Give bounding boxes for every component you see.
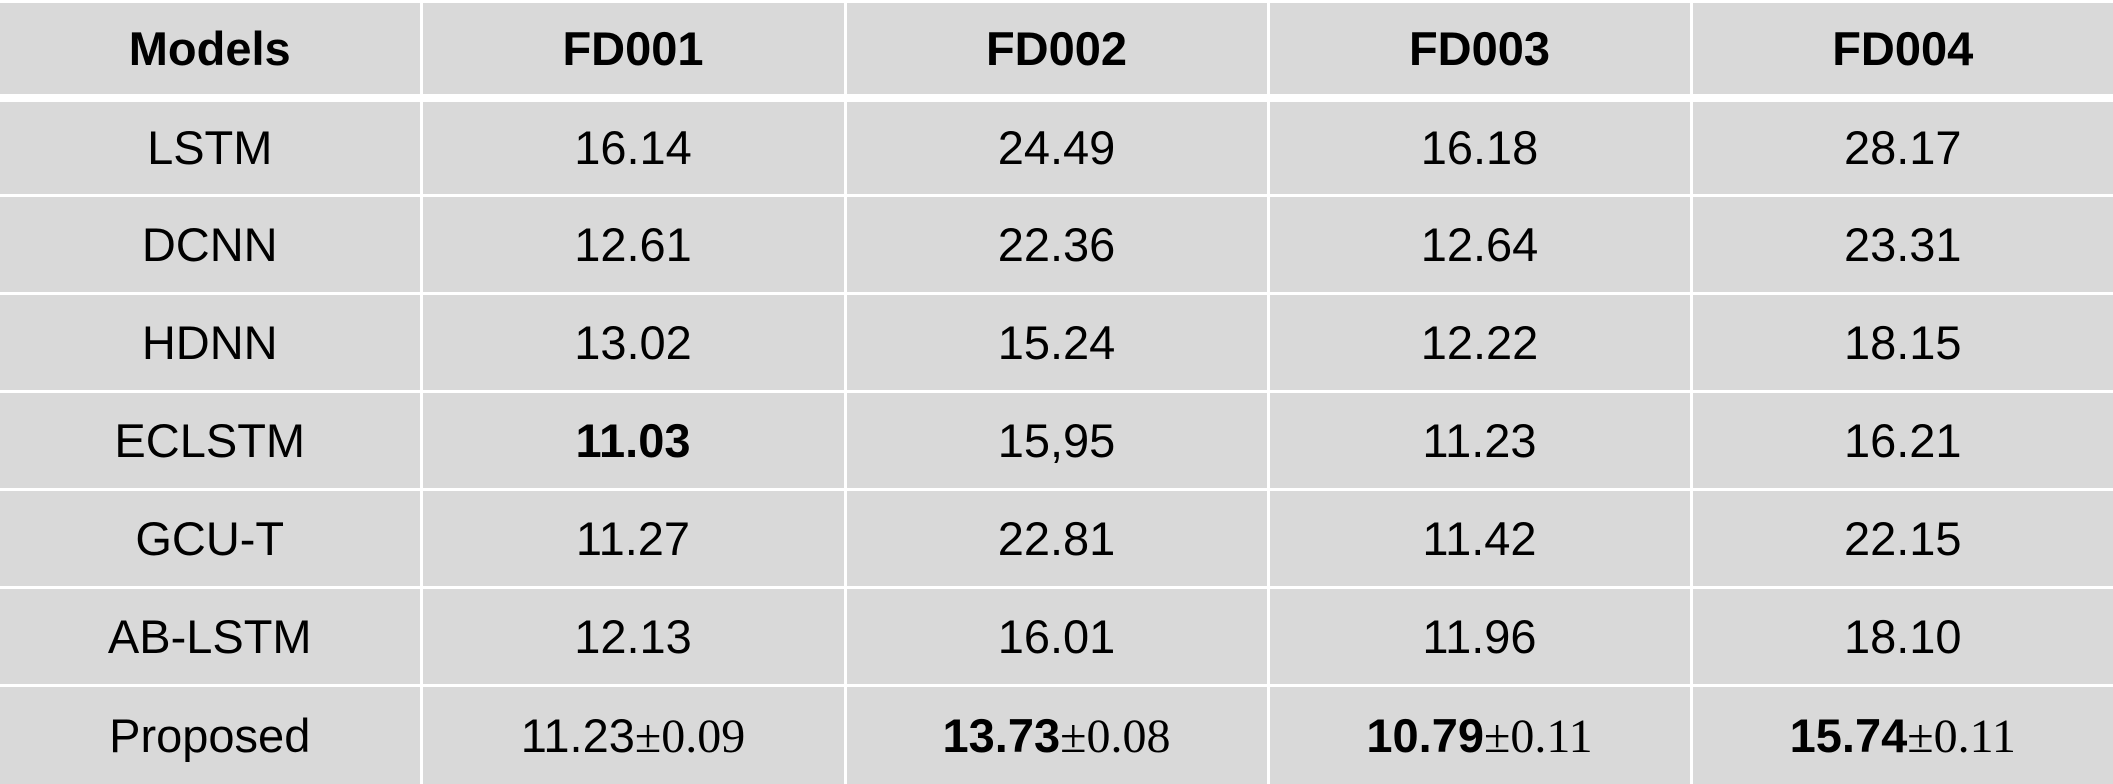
std-value: ±0.09 xyxy=(634,709,746,763)
value-cell: 13.73±0.08 xyxy=(843,684,1270,784)
value-cell: 22.81 xyxy=(843,488,1270,590)
model-name: AB-LSTM xyxy=(0,586,423,688)
value-cell: 12.13 xyxy=(419,586,847,688)
std-value: ±0.08 xyxy=(1060,709,1171,763)
value-cell: 18.15 xyxy=(1689,292,2113,394)
mean-value-best: 10.79 xyxy=(1366,708,1485,762)
value-cell: 22.36 xyxy=(843,194,1270,296)
header-row: Models FD001 FD002 FD003 FD004 xyxy=(0,0,2113,102)
table-row: AB-LSTM 12.13 16.01 11.96 18.10 xyxy=(0,586,2113,688)
model-name: LSTM xyxy=(0,95,423,198)
table-row: LSTM 16.14 24.49 16.18 28.17 xyxy=(0,95,2113,198)
model-name: DCNN xyxy=(0,194,423,296)
value-cell: 12.64 xyxy=(1266,194,1693,296)
value-cell: 28.17 xyxy=(1689,95,2113,198)
value-cell: 11.42 xyxy=(1266,488,1693,590)
value-cell: 11.23±0.09 xyxy=(419,684,847,784)
mean-value-best: 13.73 xyxy=(942,708,1061,762)
header-fd002: FD002 xyxy=(843,0,1270,102)
model-name: HDNN xyxy=(0,292,423,394)
model-name: GCU-T xyxy=(0,488,423,590)
value-cell: 16.21 xyxy=(1689,390,2113,492)
proposed-row: Proposed 11.23±0.09 13.73±0.08 10.79±0.1… xyxy=(0,684,2113,784)
value-cell: 10.79±0.11 xyxy=(1266,684,1693,784)
value-cell: 12.22 xyxy=(1266,292,1693,394)
value-cell: 11.96 xyxy=(1266,586,1693,688)
value-cell: 15,95 xyxy=(843,390,1270,492)
header-fd001: FD001 xyxy=(419,0,847,102)
mean-value-best: 15.74 xyxy=(1789,708,1908,762)
value-cell: 11.27 xyxy=(419,488,847,590)
table-row: GCU-T 11.27 22.81 11.42 22.15 xyxy=(0,488,2113,590)
header-fd004: FD004 xyxy=(1689,0,2113,102)
value-cell: 15.24 xyxy=(843,292,1270,394)
table-row: ECLSTM 11.03 15,95 11.23 16.21 xyxy=(0,390,2113,492)
std-value: ±0.11 xyxy=(1907,709,2016,763)
value-cell-best: 11.03 xyxy=(419,390,847,492)
value-cell: 24.49 xyxy=(843,95,1270,198)
table-row: HDNN 13.02 15.24 12.22 18.15 xyxy=(0,292,2113,394)
value-cell: 13.02 xyxy=(419,292,847,394)
table-row: DCNN 12.61 22.36 12.64 23.31 xyxy=(0,194,2113,296)
model-name: Proposed xyxy=(0,684,423,784)
value-cell: 16.14 xyxy=(419,95,847,198)
model-name: ECLSTM xyxy=(0,390,423,492)
value-cell: 15.74±0.11 xyxy=(1689,684,2113,784)
value-cell: 16.01 xyxy=(843,586,1270,688)
value-cell: 12.61 xyxy=(419,194,847,296)
std-value: ±0.11 xyxy=(1484,709,1593,763)
header-models: Models xyxy=(0,0,423,102)
mean-value: 11.23 xyxy=(520,708,635,762)
value-cell: 23.31 xyxy=(1689,194,2113,296)
value-cell: 22.15 xyxy=(1689,488,2113,590)
value-cell: 11.23 xyxy=(1266,390,1693,492)
header-fd003: FD003 xyxy=(1266,0,1693,102)
value-cell: 16.18 xyxy=(1266,95,1693,198)
value-cell: 18.10 xyxy=(1689,586,2113,688)
